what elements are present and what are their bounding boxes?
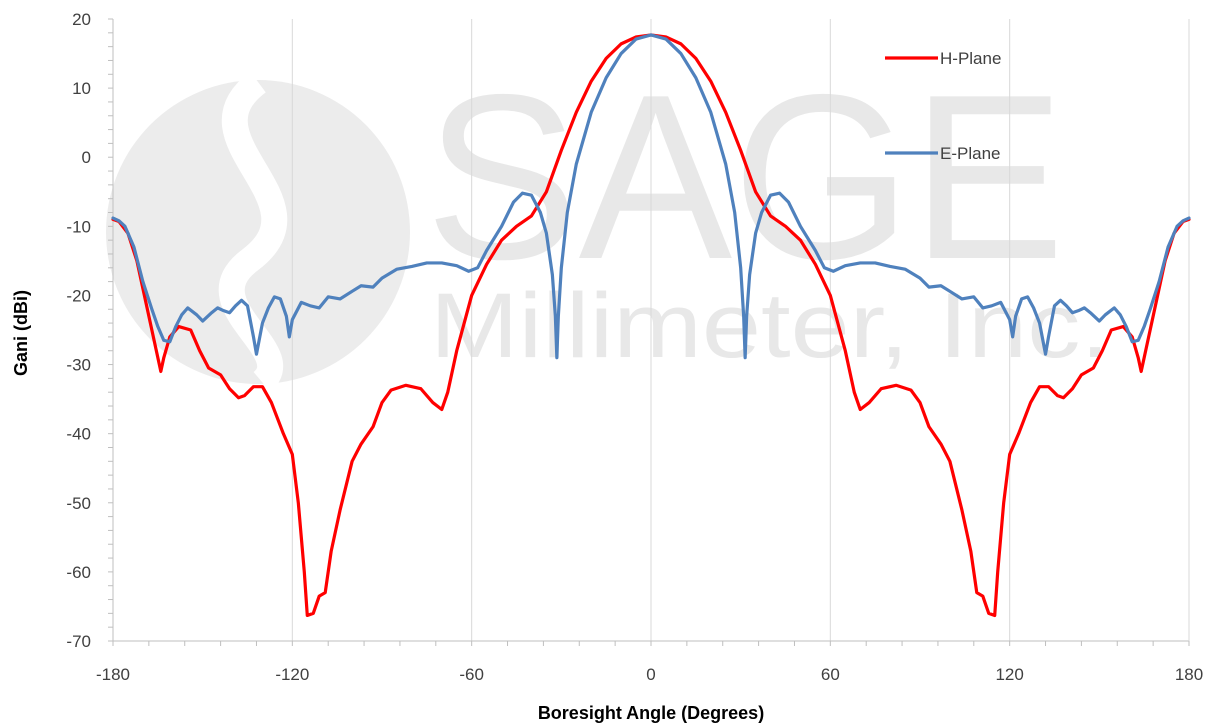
x-tick-label: -180 — [96, 665, 130, 684]
legend-label-e-plane: E-Plane — [940, 144, 1000, 163]
x-tick-label: 180 — [1175, 665, 1203, 684]
y-tick-label: -50 — [66, 494, 91, 513]
x-tick-label: 0 — [646, 665, 655, 684]
legend: H-Plane E-Plane — [885, 49, 1001, 163]
legend-label-h-plane: H-Plane — [940, 49, 1001, 68]
axes — [108, 18, 1190, 646]
y-tick-label: 0 — [82, 148, 91, 167]
series-lines — [111, 33, 1191, 618]
y-tick-label: 10 — [72, 79, 91, 98]
x-tick-label: 60 — [821, 665, 840, 684]
watermark-logo-disc — [106, 80, 410, 384]
y-tick-label: -60 — [66, 563, 91, 582]
watermark-line1: SAGE — [425, 45, 1065, 308]
x-tick-label: 120 — [995, 665, 1023, 684]
x-tick-label: -60 — [459, 665, 484, 684]
x-axis-title: Boresight Angle (Degrees) — [538, 703, 764, 723]
y-tick-label: -10 — [66, 217, 91, 236]
y-tick-label: -30 — [66, 356, 91, 375]
watermark-line2: Millimeter, Inc. — [430, 275, 1110, 377]
x-tick-label: -120 — [275, 665, 309, 684]
y-tick-label: 20 — [72, 10, 91, 29]
x-tick-labels: -180 -120 -60 0 60 120 180 — [96, 665, 1203, 684]
y-tick-labels: 20 10 0 -10 -20 -30 -40 -50 -60 -70 — [66, 10, 91, 651]
watermark-logo-swoosh — [218, 71, 288, 392]
series-line-e-plane — [111, 33, 1191, 360]
y-axis-title: Gani (dBi) — [11, 290, 31, 376]
y-tick-label: -20 — [66, 286, 91, 305]
y-tick-label: -40 — [66, 425, 91, 444]
grid-lines — [291, 19, 1011, 641]
y-tick-label: -70 — [66, 632, 91, 651]
